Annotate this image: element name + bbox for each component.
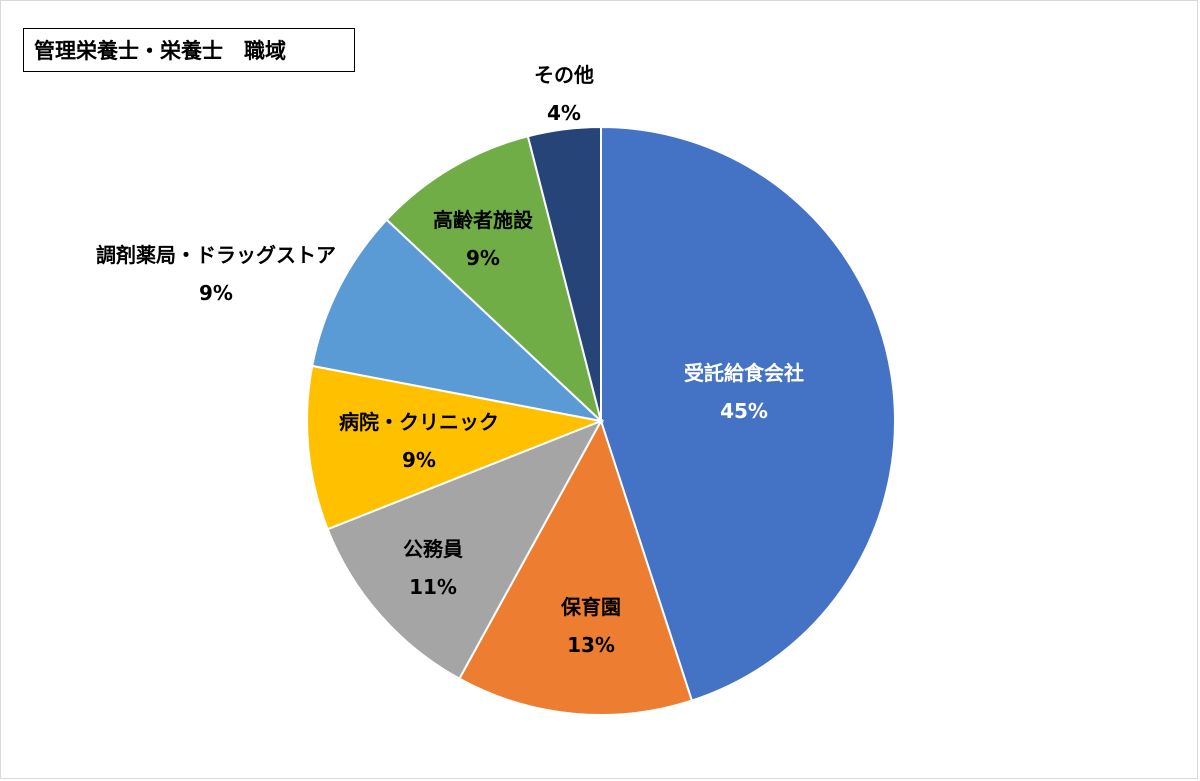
pie-slice (306, 364, 605, 531)
pie-slice (385, 135, 603, 425)
slice-label: 高齢者施設 (433, 208, 534, 232)
pie-slice (326, 419, 604, 680)
slice-label: 病院・クリニック (339, 410, 499, 434)
pie-slice (526, 125, 602, 422)
pie-slice (600, 125, 896, 702)
slice-label: その他 (534, 63, 594, 87)
slice-value-label: 4% (547, 101, 581, 125)
pie-slices (306, 125, 896, 716)
slice-value-label: 9% (402, 448, 436, 472)
slice-value-label: 13% (567, 633, 615, 657)
slice-value-label: 45% (720, 399, 768, 423)
slice-label: 受託給食会社 (684, 361, 804, 385)
slice-label: 調剤薬局・ドラッグストア (96, 243, 336, 267)
slice-label: 公務員 (403, 537, 463, 561)
slice-value-label: 9% (199, 281, 233, 305)
slice-label: 保育園 (560, 595, 621, 619)
pie-slice (458, 418, 694, 716)
chart-title: 管理栄養士・栄養士 職域 (23, 28, 355, 72)
slice-value-label: 11% (409, 575, 457, 599)
slice-value-label: 9% (466, 246, 500, 270)
pie-labels: 受託給食会社 45% 保育園 13% 公務員 11% 病院・クリニック 9% 調剤薬局・ドラッグ… (96, 63, 804, 657)
pie-slice (311, 218, 605, 423)
